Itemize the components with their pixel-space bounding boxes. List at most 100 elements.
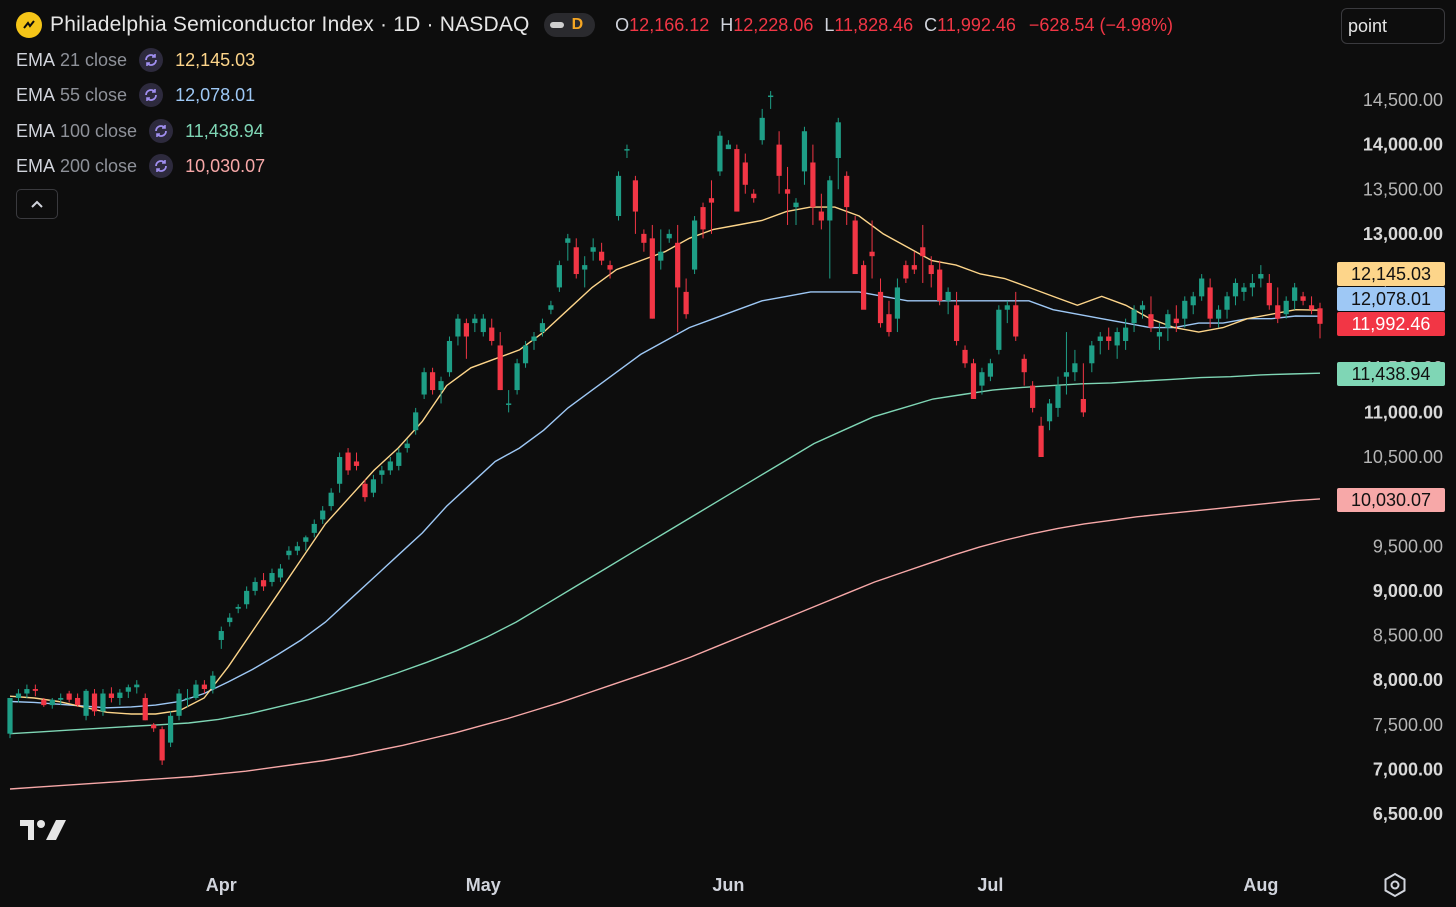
candle[interactable]	[294, 541, 300, 556]
candle[interactable]	[970, 358, 977, 399]
candle[interactable]	[1207, 278, 1213, 328]
candle[interactable]	[167, 711, 174, 748]
candle[interactable]	[962, 345, 968, 368]
candle[interactable]	[658, 229, 664, 270]
ema-line-2[interactable]	[9, 372, 1321, 735]
candle[interactable]	[700, 202, 706, 239]
candle[interactable]	[286, 546, 292, 560]
candle[interactable]	[1013, 291, 1019, 341]
candle[interactable]	[1097, 332, 1103, 355]
candle[interactable]	[66, 690, 72, 703]
candle[interactable]	[582, 256, 588, 288]
candle[interactable]	[345, 448, 351, 475]
candle[interactable]	[108, 687, 115, 703]
candle[interactable]	[193, 680, 199, 700]
candle[interactable]	[227, 613, 233, 627]
candle[interactable]	[1300, 291, 1306, 306]
candle[interactable]	[1089, 340, 1095, 373]
candle[interactable]	[353, 452, 360, 471]
candle[interactable]	[252, 577, 258, 596]
candle[interactable]	[539, 318, 546, 337]
refresh-icon[interactable]	[139, 48, 164, 72]
candle[interactable]	[91, 689, 98, 716]
candle[interactable]	[835, 117, 841, 190]
ema-line-1[interactable]	[9, 291, 1321, 709]
candle[interactable]	[404, 439, 410, 453]
candle[interactable]	[1224, 291, 1230, 319]
candle[interactable]	[480, 314, 486, 337]
candle[interactable]	[742, 153, 748, 194]
candle[interactable]	[83, 689, 89, 721]
candle[interactable]	[996, 305, 1002, 355]
interval-toggle[interactable]: D	[543, 13, 596, 37]
candle[interactable]	[903, 260, 909, 283]
candle[interactable]	[1165, 309, 1171, 341]
candle[interactable]	[151, 722, 157, 732]
candle[interactable]	[244, 586, 250, 609]
candle[interactable]	[41, 697, 47, 707]
candle[interactable]	[717, 131, 723, 176]
symbol-title[interactable]: Philadelphia Semiconductor Index · 1D · …	[50, 13, 530, 36]
candle[interactable]	[489, 318, 495, 346]
candle[interactable]	[1317, 302, 1323, 339]
candle[interactable]	[455, 314, 461, 346]
candle[interactable]	[269, 568, 275, 587]
candle[interactable]	[7, 697, 13, 739]
candle[interactable]	[607, 260, 613, 279]
candle[interactable]	[641, 229, 647, 252]
candle[interactable]	[1021, 354, 1027, 386]
ema-line-3[interactable]	[9, 498, 1321, 790]
candle[interactable]	[379, 465, 385, 484]
candle[interactable]	[793, 198, 799, 225]
candle[interactable]	[869, 220, 875, 279]
candle[interactable]	[134, 680, 140, 694]
candle[interactable]	[176, 689, 182, 721]
candle[interactable]	[945, 287, 951, 315]
candle[interactable]	[759, 108, 765, 145]
candle[interactable]	[24, 684, 30, 698]
candle[interactable]	[844, 171, 850, 225]
candle[interactable]	[911, 251, 917, 275]
candle[interactable]	[159, 726, 165, 765]
candle[interactable]	[953, 291, 960, 346]
candle[interactable]	[117, 689, 123, 706]
collapse-legend-button[interactable]	[16, 189, 58, 219]
candle[interactable]	[1232, 278, 1239, 306]
candle[interactable]	[1199, 274, 1205, 301]
candle[interactable]	[565, 233, 571, 261]
candle[interactable]	[429, 367, 436, 395]
candle[interactable]	[100, 689, 106, 716]
candle[interactable]	[1106, 327, 1112, 350]
candle[interactable]	[506, 390, 512, 413]
candle[interactable]	[210, 671, 216, 694]
candle[interactable]	[387, 457, 393, 475]
candle[interactable]	[396, 448, 402, 471]
candle[interactable]	[201, 680, 207, 694]
candle[interactable]	[142, 693, 148, 721]
candle[interactable]	[827, 175, 833, 279]
candle[interactable]	[1114, 327, 1120, 359]
candle[interactable]	[666, 229, 672, 243]
candle[interactable]	[58, 693, 64, 706]
candle[interactable]	[675, 224, 681, 333]
settings-gear-icon[interactable]	[1382, 872, 1408, 898]
candle[interactable]	[894, 278, 901, 333]
indicator-ema-1[interactable]: EMA 55 close 12,078.01	[16, 83, 255, 107]
candle[interactable]	[556, 260, 562, 292]
candle[interactable]	[1241, 282, 1247, 301]
candle[interactable]	[810, 144, 816, 225]
candle[interactable]	[421, 367, 427, 399]
indicator-ema-0[interactable]: EMA 21 close 12,145.03	[16, 48, 255, 72]
candle[interactable]	[328, 488, 334, 511]
candle[interactable]	[599, 242, 605, 266]
candle[interactable]	[734, 144, 740, 212]
candle[interactable]	[1275, 287, 1281, 324]
candle[interactable]	[472, 314, 478, 333]
candle[interactable]	[1030, 381, 1036, 413]
candle[interactable]	[260, 573, 267, 591]
candle[interactable]	[1072, 349, 1078, 382]
candle[interactable]	[937, 260, 943, 306]
candle[interactable]	[125, 684, 131, 698]
candle[interactable]	[514, 358, 520, 395]
candle[interactable]	[768, 91, 774, 109]
